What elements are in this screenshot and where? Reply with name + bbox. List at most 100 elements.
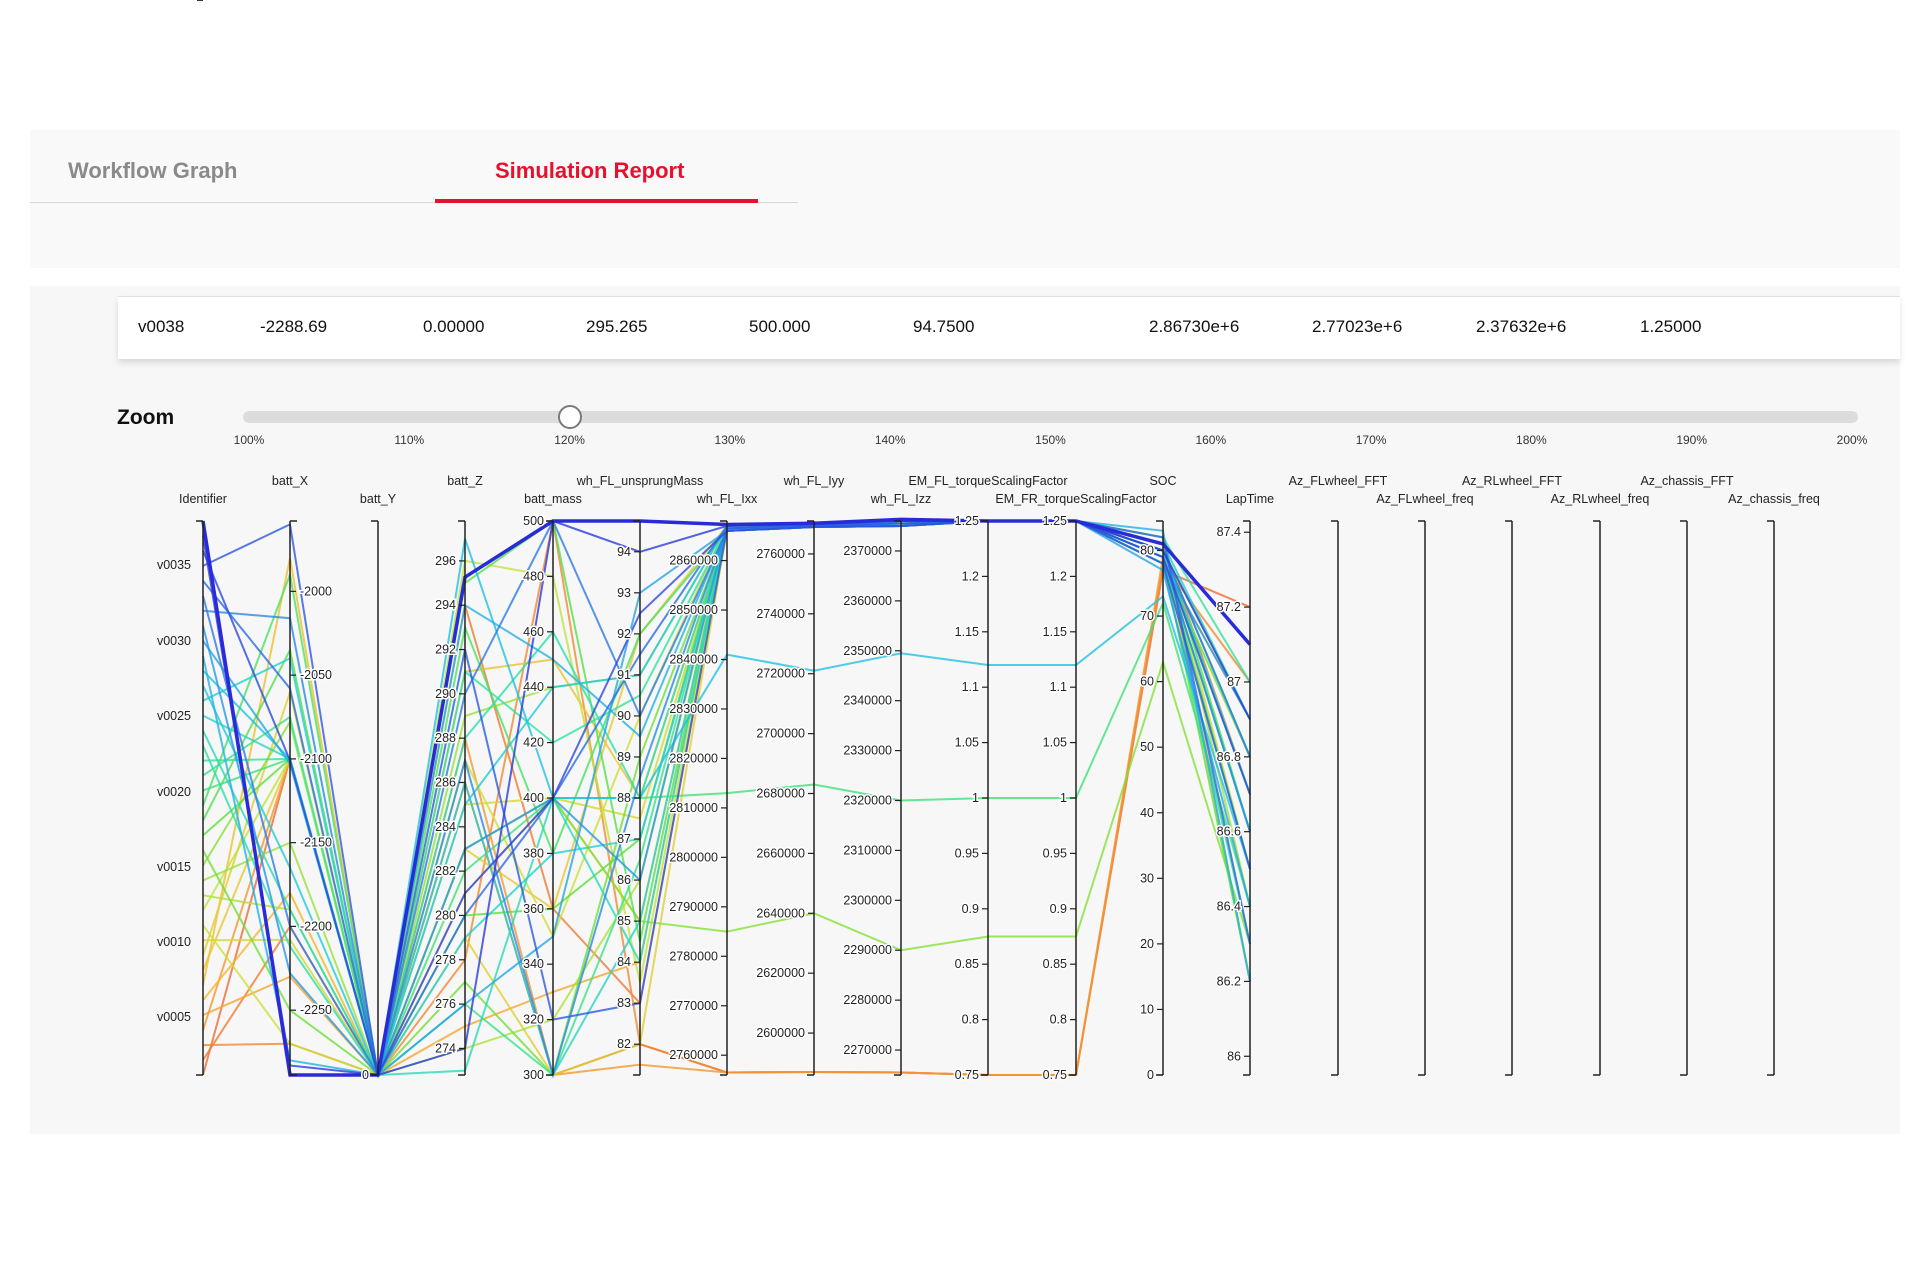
tick-label: 2310000 xyxy=(843,843,892,857)
tick-label: 1.05 xyxy=(955,736,979,750)
tick-label: 93 xyxy=(617,586,631,600)
tick-label: 276 xyxy=(435,997,456,1011)
tick-label: 2290000 xyxy=(843,943,892,957)
axis-batt_X[interactable]: batt_X xyxy=(272,474,309,1076)
tick-label: 86.8 xyxy=(1217,750,1241,764)
axis-title: wh_FL_Ixx xyxy=(696,492,758,506)
tick-label: -2250 xyxy=(300,1003,332,1017)
zoom-slider-thumb[interactable] xyxy=(557,405,582,429)
zoom-tick-label: 110% xyxy=(394,433,425,447)
axis-title: SOC xyxy=(1149,474,1176,488)
tick-label: 2720000 xyxy=(756,667,805,681)
tick-label: 82 xyxy=(617,1037,631,1051)
axis-batt_Z[interactable]: batt_Z xyxy=(447,474,483,1076)
tick-label: 284 xyxy=(435,820,456,834)
tab-simulation-report[interactable]: Simulation Report xyxy=(495,158,685,183)
tick-label: 86 xyxy=(617,873,631,887)
tab-workflow-graph[interactable]: Workflow Graph xyxy=(68,158,238,183)
tick-label: 480 xyxy=(523,569,544,583)
tick-label: 2370000 xyxy=(843,544,892,558)
axis-title: Az_RLwheel_FFT xyxy=(1462,474,1562,488)
tick-label: 86.4 xyxy=(1217,900,1241,914)
cell-batt-z: 295.265 xyxy=(586,317,648,336)
tick-label: 94 xyxy=(617,545,631,559)
cell-wh-fl-iyy: 2.77023e+6 xyxy=(1312,317,1403,336)
tick-label: 86 xyxy=(1227,1049,1241,1063)
axis-title: LapTime xyxy=(1226,492,1274,506)
cell-identifier: v0038 xyxy=(138,317,185,336)
cell-batt-y: 0.00000 xyxy=(423,317,485,336)
tick-label: 2340000 xyxy=(843,694,892,708)
tick-label: 2620000 xyxy=(756,966,805,980)
zoom-slider-track[interactable] xyxy=(243,411,1858,423)
axis-title: batt_Z xyxy=(447,474,483,488)
axis-Az_FLwheel_freq[interactable]: Az_FLwheel_freq xyxy=(1376,492,1474,1076)
selected-data-row[interactable]: v0038 -2288.69 0.00000 295.265 500.000 9… xyxy=(118,296,1900,359)
tick-label: 2830000 xyxy=(669,702,718,716)
tick-label: v0025 xyxy=(157,709,191,723)
tick-label: 2790000 xyxy=(669,900,718,914)
axis-wh_FL_Ixx[interactable]: wh_FL_Ixx xyxy=(696,492,758,1076)
axis-wh_FL_Iyy[interactable]: wh_FL_Iyy xyxy=(783,474,845,1076)
axis-Identifier[interactable]: Identifier xyxy=(179,0,227,1076)
axis-LapTime[interactable]: LapTime xyxy=(1226,492,1274,1076)
tick-label: 340 xyxy=(523,957,544,971)
cell-batt-mass: 500.000 xyxy=(749,317,811,336)
tick-label: 30 xyxy=(1140,871,1154,885)
zoom-tick-label: 180% xyxy=(1516,433,1547,447)
tick-label: 0.75 xyxy=(955,1068,979,1082)
tick-label: 1.2 xyxy=(962,569,979,583)
tick-label: 87.4 xyxy=(1217,525,1241,539)
tick-label: 2640000 xyxy=(756,906,805,920)
tick-label: 296 xyxy=(435,554,456,568)
tab-bar: Workflow Graph Simulation Report xyxy=(30,130,1900,268)
tick-label: 278 xyxy=(435,953,456,967)
axis-title: EM_FL_torqueScalingFactor xyxy=(908,474,1067,488)
tick-label: 0 xyxy=(362,1068,369,1082)
tick-label: 440 xyxy=(523,680,544,694)
axis-EM_FR_torqueScalingFactor[interactable]: EM_FR_torqueScalingFactor xyxy=(995,492,1157,1076)
tick-label: -2100 xyxy=(300,752,332,766)
tick-label: -2150 xyxy=(300,836,332,850)
tick-label: 1.25 xyxy=(1043,514,1067,528)
tick-label: 50 xyxy=(1140,740,1154,754)
zoom-tick-label: 120% xyxy=(554,433,585,447)
tick-label: 2770000 xyxy=(669,999,718,1013)
tick-label: 0.85 xyxy=(955,957,979,971)
tick-label: 300 xyxy=(523,1068,544,1082)
tick-label: 87.2 xyxy=(1217,600,1241,614)
tick-label: 500 xyxy=(523,514,544,528)
tick-label: 2810000 xyxy=(669,801,718,815)
axis-batt_Y[interactable]: batt_Y xyxy=(360,492,397,1076)
axis-batt_mass[interactable]: batt_mass xyxy=(524,492,582,1076)
axis-Az_RLwheel_freq[interactable]: Az_RLwheel_freq xyxy=(1551,492,1650,1076)
axis-SOC[interactable]: SOC xyxy=(1149,474,1177,1076)
tick-label: 0.75 xyxy=(1043,1068,1067,1082)
axis-Az_chassis_FFT[interactable]: Az_chassis_FFT xyxy=(1640,474,1734,1076)
tick-label: 460 xyxy=(523,625,544,639)
axis-title: EM_FR_torqueScalingFactor xyxy=(995,492,1156,506)
axis-wh_FL_unsprungMass[interactable]: wh_FL_unsprungMass xyxy=(576,474,703,1076)
zoom-tick-label: 150% xyxy=(1035,433,1066,447)
axis-Az_FLwheel_FFT[interactable]: Az_FLwheel_FFT xyxy=(1289,474,1388,1076)
tick-label: -2000 xyxy=(300,584,332,598)
tick-label: 84 xyxy=(617,955,631,969)
tick-label: 87 xyxy=(617,832,631,846)
axis-wh_FL_Izz[interactable]: wh_FL_Izz xyxy=(870,492,931,1076)
axis-Az_RLwheel_FFT[interactable]: Az_RLwheel_FFT xyxy=(1462,474,1562,1076)
axis-EM_FL_torqueScalingFactor[interactable]: EM_FL_torqueScalingFactor xyxy=(908,474,1068,1076)
active-tab-indicator xyxy=(435,199,758,203)
zoom-label: Zoom xyxy=(117,406,175,429)
tick-label: 2780000 xyxy=(669,949,718,963)
tick-label: 20 xyxy=(1140,937,1154,951)
tick-label: 2700000 xyxy=(756,727,805,741)
axis-Az_chassis_freq[interactable]: Az_chassis_freq xyxy=(1728,492,1820,1076)
tick-label: 282 xyxy=(435,864,456,878)
tick-label: 1.1 xyxy=(1050,680,1067,694)
tick-label: 320 xyxy=(523,1013,544,1027)
tick-label: 2680000 xyxy=(756,787,805,801)
axis-title: Az_chassis_freq xyxy=(1728,492,1820,506)
cell-batt-x: -2288.69 xyxy=(260,317,328,336)
tick-label: 2740000 xyxy=(756,607,805,621)
